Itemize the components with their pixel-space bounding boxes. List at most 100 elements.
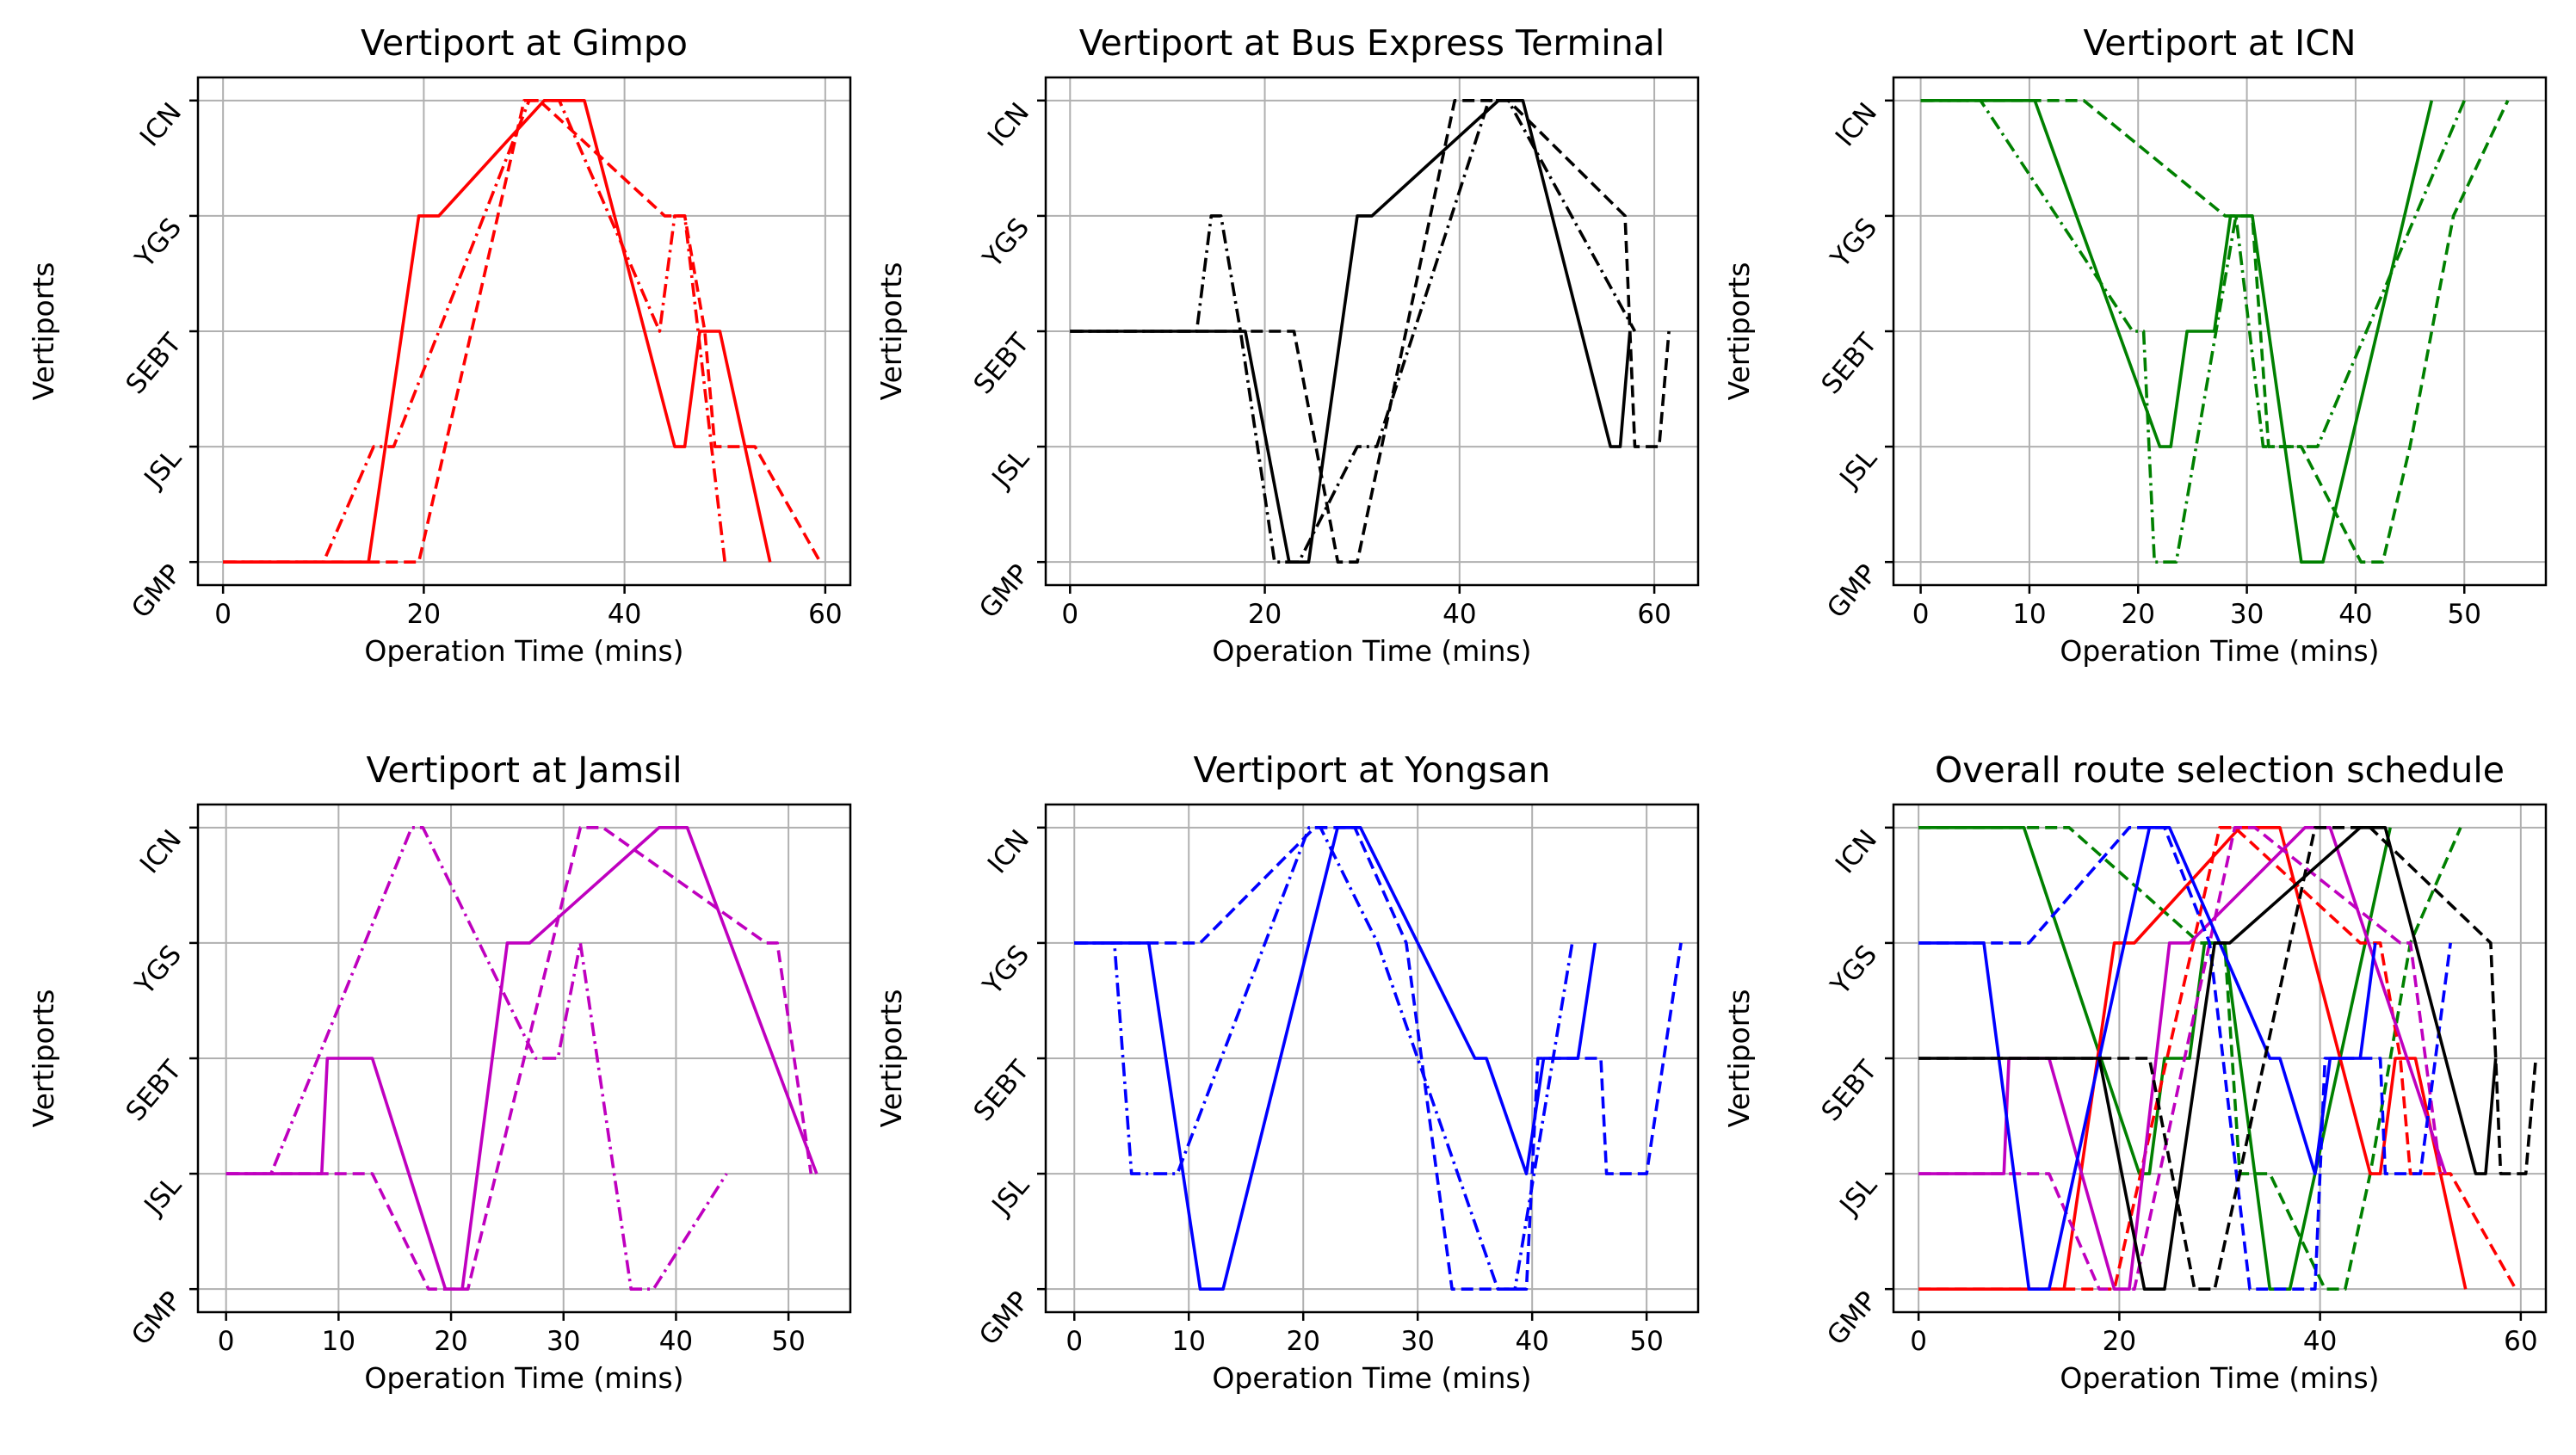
y-tick-label: JSL — [1833, 443, 1884, 496]
y-tick-label: GMP — [973, 558, 1035, 624]
y-axis-label: Vertiports — [27, 262, 60, 401]
y-axis-label: Vertiports — [1722, 262, 1756, 401]
series-line-dashed — [223, 99, 822, 564]
series-line-solid — [1920, 99, 2434, 564]
x-tick-label: 40 — [2303, 1326, 2337, 1357]
x-axis-label: Operation Time (mins) — [2060, 634, 2379, 668]
series-line-dashed — [225, 826, 813, 1291]
x-tick-label: 50 — [2448, 599, 2481, 630]
y-tick-label: ICN — [1830, 824, 1883, 879]
x-tick-label: 0 — [1912, 599, 1930, 630]
x-axis-label: Operation Time (mins) — [2060, 1361, 2379, 1395]
y-tick-label: ICN — [134, 824, 188, 879]
y-tick-label: YGS — [977, 940, 1035, 1002]
y-axis-label: Vertiports — [874, 990, 908, 1128]
x-tick-label: 40 — [608, 599, 641, 630]
x-tick-label: 20 — [407, 599, 441, 630]
x-tick-label: 50 — [1629, 1326, 1663, 1357]
y-tick-label: JSL — [138, 443, 188, 496]
series-line-bus-express-terminal-dashed — [1918, 826, 2538, 1291]
x-tick-label: 20 — [434, 1326, 467, 1357]
x-tick-label: 0 — [218, 1326, 235, 1357]
series-line-dashed — [1074, 826, 1683, 1291]
x-tick-label: 10 — [2012, 599, 2046, 630]
series-line-yongsan-dashed — [1918, 826, 2452, 1291]
x-tick-label: 20 — [1248, 599, 1282, 630]
y-tick-label: GMP — [126, 1285, 188, 1351]
x-tick-label: 20 — [1286, 1326, 1319, 1357]
chart-panel-3: 0 10 20 30 40 50 GMP JSL SEBT YGS ICN Vertiport at … — [1722, 22, 2548, 668]
x-tick-label: 60 — [2504, 1326, 2537, 1357]
series-line-dashed — [1070, 99, 1671, 564]
x-axis-label: Operation Time (mins) — [364, 1361, 683, 1395]
y-axis-label: Vertiports — [27, 990, 60, 1128]
y-tick-label: YGS — [129, 940, 188, 1002]
x-tick-label: 30 — [1400, 1326, 1434, 1357]
series-line-gimpo-dashed — [1918, 826, 2517, 1291]
x-axis-label: Operation Time (mins) — [364, 634, 683, 668]
chart-panel-4: 0 10 20 30 40 50 GMP JSL SEBT YGS ICN Vertiport at … — [27, 749, 852, 1395]
y-tick-label: YGS — [1825, 940, 1883, 1002]
chart-title: Vertiport at ICN — [2083, 22, 2356, 64]
y-tick-label: YGS — [977, 213, 1035, 274]
x-tick-label: 20 — [2103, 1326, 2136, 1357]
series-line-dashdot — [1070, 99, 1637, 564]
series-line-solid — [223, 99, 772, 564]
y-tick-label: JSL — [985, 443, 1036, 496]
y-tick-label: GMP — [1821, 558, 1883, 624]
x-tick-label: 0 — [1910, 1326, 1927, 1357]
y-tick-label: JSL — [138, 1170, 188, 1223]
series-line-solid — [1070, 99, 1632, 564]
y-tick-label: SEBT — [120, 327, 188, 400]
chart-title: Vertiport at Gimpo — [361, 22, 688, 64]
series-line-bus-express-terminal-solid — [1918, 826, 2498, 1291]
series-line-dashdot — [223, 99, 726, 564]
y-tick-label: JSL — [985, 1170, 1036, 1223]
x-tick-label: 30 — [547, 1326, 580, 1357]
chart-panel-1: 0 20 40 60 GMP JSL SEBT YGS ICN Vertiport at Gimp… — [27, 22, 852, 668]
series-line-jamsil-solid — [1918, 826, 2448, 1291]
x-tick-label: 0 — [1066, 1326, 1083, 1357]
x-tick-label: 50 — [771, 1326, 805, 1357]
y-tick-label: YGS — [1825, 213, 1883, 274]
y-tick-label: GMP — [973, 1285, 1035, 1351]
x-tick-label: 20 — [2122, 599, 2155, 630]
x-tick-label: 30 — [2230, 599, 2264, 630]
chart-panel-6: 0 20 40 60 GMP JSL SEBT YGS ICN Overall route sel… — [1722, 749, 2548, 1395]
y-tick-label: SEBT — [120, 1054, 188, 1127]
chart-title: Overall route selection schedule — [1935, 749, 2505, 791]
y-axis-label: Vertiports — [874, 262, 908, 401]
x-tick-label: 60 — [808, 599, 842, 630]
y-tick-label: ICN — [1830, 97, 1883, 152]
x-tick-label: 10 — [322, 1326, 355, 1357]
y-tick-label: YGS — [129, 213, 188, 274]
chart-title: Vertiport at Jamsil — [366, 749, 682, 791]
y-tick-label: SEBT — [967, 327, 1035, 400]
x-tick-label: 0 — [214, 599, 232, 630]
y-tick-label: SEBT — [1815, 1054, 1883, 1127]
x-tick-label: 40 — [1442, 599, 1476, 630]
y-tick-label: GMP — [126, 558, 188, 624]
chart-panel-2: 0 20 40 60 GMP JSL SEBT YGS ICN Vertiport at Bus … — [874, 22, 1700, 668]
y-tick-label: ICN — [982, 97, 1035, 152]
y-tick-label: GMP — [1821, 1285, 1883, 1351]
y-tick-label: JSL — [1833, 1170, 1884, 1223]
x-axis-label: Operation Time (mins) — [1212, 1361, 1531, 1395]
x-tick-label: 40 — [1515, 1326, 1548, 1357]
chart-title: Vertiport at Bus Express Terminal — [1079, 22, 1665, 64]
series-line-dashdot — [1920, 99, 2466, 564]
y-tick-label: SEBT — [1815, 327, 1883, 400]
chart-title: Vertiport at Yongsan — [1194, 749, 1551, 791]
x-tick-label: 40 — [2338, 599, 2372, 630]
chart-panel-5: 0 10 20 30 40 50 GMP JSL SEBT YGS ICN Vertiport at … — [874, 749, 1700, 1395]
y-tick-label: ICN — [134, 97, 188, 152]
y-axis-label: Vertiports — [1722, 990, 1756, 1128]
x-tick-label: 40 — [659, 1326, 693, 1357]
x-tick-label: 10 — [1172, 1326, 1206, 1357]
y-tick-label: SEBT — [967, 1054, 1035, 1127]
series-line-dashdot — [1074, 826, 1574, 1291]
x-axis-label: Operation Time (mins) — [1212, 634, 1531, 668]
x-tick-label: 0 — [1061, 599, 1078, 630]
x-tick-label: 60 — [1637, 599, 1671, 630]
